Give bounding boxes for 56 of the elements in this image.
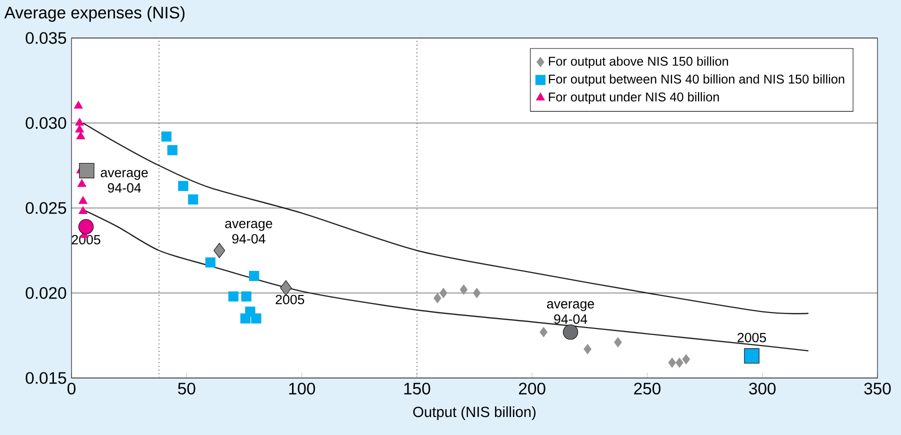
point bbox=[228, 291, 238, 302]
x-tick-label: 250 bbox=[634, 382, 660, 394]
y-tick-label: 0.035 bbox=[26, 32, 66, 44]
x-tick-label: 300 bbox=[749, 382, 776, 394]
x-tick-label: 0 bbox=[68, 382, 76, 394]
point bbox=[188, 194, 198, 205]
point bbox=[161, 132, 172, 142]
point bbox=[77, 179, 86, 187]
annotation: 2005 bbox=[738, 332, 766, 342]
x-tick-label: 350 bbox=[864, 382, 891, 394]
annotation: average 94-04 bbox=[100, 170, 148, 193]
x-axis-title: Output (NIS billion) bbox=[413, 406, 536, 420]
point bbox=[79, 162, 94, 178]
point bbox=[76, 132, 86, 140]
point bbox=[562, 324, 578, 340]
point bbox=[280, 280, 292, 296]
point bbox=[214, 242, 226, 258]
point bbox=[205, 257, 216, 268]
point bbox=[472, 288, 481, 298]
point bbox=[251, 313, 262, 324]
point bbox=[167, 145, 178, 156]
point bbox=[614, 337, 622, 348]
point bbox=[78, 206, 88, 214]
point bbox=[75, 124, 84, 132]
annotation: average 94-04 bbox=[225, 220, 272, 244]
x-tick-label: 150 bbox=[404, 382, 430, 394]
point bbox=[682, 354, 690, 364]
annotation: 2005 bbox=[276, 294, 304, 304]
point bbox=[744, 348, 760, 364]
point bbox=[440, 288, 448, 298]
y-tick-label: 0.020 bbox=[26, 287, 66, 299]
point bbox=[74, 100, 83, 109]
point bbox=[249, 270, 260, 282]
point bbox=[540, 327, 548, 338]
y-axis-title: Average expenses (NIS) bbox=[4, 6, 184, 22]
y-tick-label: 0.030 bbox=[26, 117, 66, 129]
x-tick-label: 50 bbox=[178, 382, 196, 394]
point bbox=[178, 180, 188, 191]
legend-label: For output under NIS 40 billion bbox=[548, 92, 719, 104]
point bbox=[676, 358, 684, 368]
annotation: average 94-04 bbox=[547, 301, 594, 324]
point bbox=[78, 219, 94, 234]
legend-label: For output between NIS 40 billion and NIS 150 billion bbox=[548, 74, 844, 86]
y-tick-label: 0.015 bbox=[26, 372, 66, 384]
point bbox=[460, 284, 468, 295]
legend-label: For output above NIS 150 billion bbox=[548, 56, 728, 68]
point bbox=[434, 293, 442, 304]
point bbox=[668, 358, 676, 368]
point bbox=[78, 196, 88, 204]
point bbox=[584, 344, 592, 354]
point bbox=[240, 313, 250, 324]
point bbox=[241, 291, 252, 302]
x-tick-label: 200 bbox=[519, 382, 546, 394]
point bbox=[75, 118, 84, 126]
x-tick-label: 100 bbox=[289, 382, 316, 394]
y-tick-label: 0.025 bbox=[26, 202, 66, 214]
